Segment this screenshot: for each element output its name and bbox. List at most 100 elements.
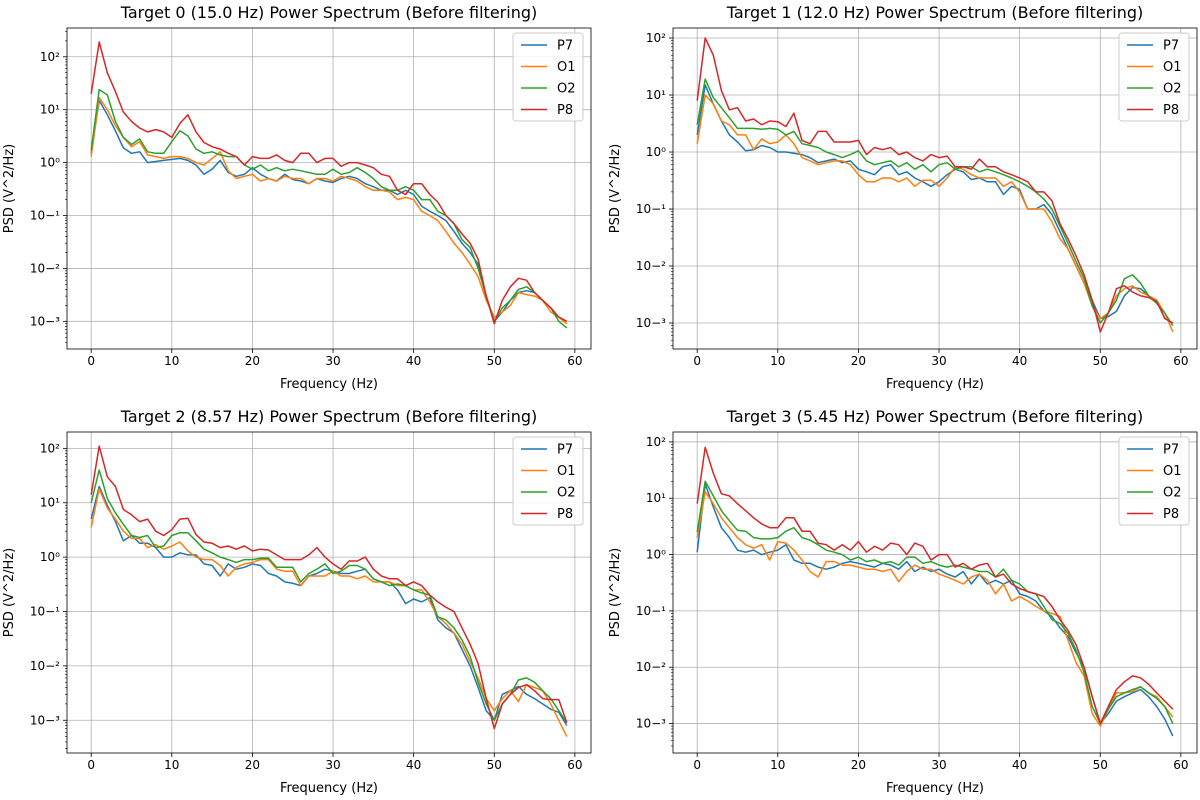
y-tick-label: 10−³ bbox=[636, 717, 666, 731]
x-tick-label: 30 bbox=[325, 758, 340, 772]
series-line-p8 bbox=[696, 446, 1174, 725]
x-tick-label: 50 bbox=[487, 758, 502, 772]
legend: P7 O1 O2 P8 bbox=[1118, 436, 1190, 526]
legend: P7 O1 O2 P8 bbox=[512, 32, 584, 122]
legend-label: O1 bbox=[557, 464, 576, 479]
series-line-p7 bbox=[696, 483, 1174, 737]
legend-label: P8 bbox=[557, 507, 573, 522]
y-tick-label: 10−² bbox=[636, 259, 666, 273]
legend-box bbox=[512, 436, 584, 526]
x-axis-label: Frequency (Hz) bbox=[280, 781, 378, 796]
y-tick-label: 10−³ bbox=[30, 314, 60, 328]
y-axis-label: PSD (V^2/Hz) bbox=[2, 548, 17, 637]
series-line-p8 bbox=[90, 41, 568, 325]
x-tick-label: 0 bbox=[693, 758, 701, 772]
x-tick-label: 60 bbox=[1173, 354, 1188, 368]
chart-title: Target 1 (12.0 Hz) Power Spectrum (Befor… bbox=[726, 3, 1143, 22]
chart-panel-0: 0 10 20 30 40 50 60 10−³ 10−² 10−¹ 10⁰ 10¹ 10² Target… bbox=[2, 3, 592, 392]
y-tick-label: 10−³ bbox=[636, 316, 666, 330]
x-tick-label: 30 bbox=[931, 758, 946, 772]
legend-box bbox=[512, 32, 584, 122]
series-line-p7 bbox=[90, 485, 568, 726]
plot-frame bbox=[672, 27, 1198, 350]
chart-panel-2: 0 10 20 30 40 50 60 10−³ 10−² 10−¹ 10⁰ 10¹ 10² Target… bbox=[2, 407, 592, 796]
y-tick-label: 10−² bbox=[30, 261, 60, 275]
legend-label: P7 bbox=[1163, 443, 1179, 458]
legend: P7 O1 O2 P8 bbox=[1118, 32, 1190, 122]
legend-box bbox=[1118, 436, 1190, 526]
x-tick-label: 20 bbox=[245, 354, 260, 368]
legend-label: P7 bbox=[1163, 39, 1179, 54]
x-tick-label: 20 bbox=[245, 758, 260, 772]
chart-title: Target 3 (5.45 Hz) Power Spectrum (Befor… bbox=[726, 407, 1143, 426]
series-line-o2 bbox=[696, 480, 1174, 725]
y-tick-label: 10² bbox=[646, 31, 666, 45]
legend-label: O1 bbox=[1163, 464, 1182, 479]
x-tick-label: 40 bbox=[1012, 758, 1027, 772]
series-line-p7 bbox=[90, 99, 568, 325]
y-tick-label: 10−² bbox=[30, 659, 60, 673]
x-tick-label: 50 bbox=[1093, 758, 1108, 772]
legend-label: O2 bbox=[1163, 486, 1182, 501]
y-tick-label: 10−¹ bbox=[636, 202, 666, 216]
x-axis-label: Frequency (Hz) bbox=[280, 377, 378, 392]
y-tick-label: 10² bbox=[40, 50, 60, 64]
legend-label: P8 bbox=[1163, 103, 1179, 118]
x-axis-label: Frequency (Hz) bbox=[886, 377, 984, 392]
series-line-p7 bbox=[696, 84, 1174, 324]
y-tick-label: 10⁰ bbox=[40, 156, 60, 170]
y-tick-label: 10−¹ bbox=[30, 209, 60, 223]
series-line-p8 bbox=[696, 37, 1174, 333]
x-tick-label: 50 bbox=[1093, 354, 1108, 368]
legend-label: P7 bbox=[557, 443, 573, 458]
chart-panel-1: 0 10 20 30 40 50 60 10−³ 10−² 10−¹ 10⁰ 10¹ 10² Target… bbox=[608, 3, 1198, 392]
x-tick-label: 60 bbox=[567, 354, 582, 368]
y-tick-label: 10⁰ bbox=[646, 145, 666, 159]
x-tick-label: 30 bbox=[931, 354, 946, 368]
y-tick-label: 10−² bbox=[636, 660, 666, 674]
series-line-o1 bbox=[696, 491, 1174, 727]
plot-frame bbox=[672, 431, 1198, 754]
series-line-o2 bbox=[90, 469, 568, 724]
legend-label: O2 bbox=[557, 486, 576, 501]
y-tick-label: 10⁰ bbox=[646, 548, 666, 562]
y-tick-label: 10¹ bbox=[40, 496, 60, 510]
x-tick-label: 10 bbox=[164, 758, 179, 772]
y-tick-label: 10−¹ bbox=[30, 605, 60, 619]
legend-label: O1 bbox=[1163, 60, 1182, 75]
plot-frame bbox=[66, 431, 592, 754]
y-tick-label: 10⁰ bbox=[40, 550, 60, 564]
x-axis-label: Frequency (Hz) bbox=[886, 781, 984, 796]
x-tick-label: 10 bbox=[770, 354, 785, 368]
legend-label: P8 bbox=[557, 103, 573, 118]
x-tick-label: 10 bbox=[770, 758, 785, 772]
legend-label: P8 bbox=[1163, 507, 1179, 522]
y-axis-label: PSD (V^2/Hz) bbox=[2, 144, 17, 233]
chart-title: Target 0 (15.0 Hz) Power Spectrum (Befor… bbox=[120, 3, 537, 22]
series-line-o1 bbox=[90, 488, 568, 737]
legend-label: O2 bbox=[557, 82, 576, 97]
legend-box bbox=[1118, 32, 1190, 122]
y-tick-label: 10² bbox=[40, 441, 60, 455]
legend-label: P7 bbox=[557, 39, 573, 54]
legend-label: O1 bbox=[557, 60, 576, 75]
series-line-o2 bbox=[696, 78, 1174, 327]
x-tick-label: 40 bbox=[406, 354, 421, 368]
legend: P7 O1 O2 P8 bbox=[512, 436, 584, 526]
x-tick-label: 20 bbox=[851, 354, 866, 368]
y-tick-label: 10² bbox=[646, 435, 666, 449]
chart-panel-3: 0 10 20 30 40 50 60 10−³ 10−² 10−¹ 10⁰ 10¹ 10² Target… bbox=[608, 407, 1198, 796]
y-tick-label: 10−³ bbox=[30, 713, 60, 727]
y-tick-label: 10¹ bbox=[646, 88, 666, 102]
series-line-o2 bbox=[90, 88, 568, 329]
x-tick-label: 10 bbox=[164, 354, 179, 368]
x-tick-label: 60 bbox=[1173, 758, 1188, 772]
x-tick-label: 20 bbox=[851, 758, 866, 772]
chart-title: Target 2 (8.57 Hz) Power Spectrum (Befor… bbox=[120, 407, 537, 426]
plot-frame bbox=[66, 27, 592, 350]
x-tick-label: 40 bbox=[1012, 354, 1027, 368]
series-line-o1 bbox=[696, 94, 1174, 333]
y-axis-label: PSD (V^2/Hz) bbox=[608, 548, 623, 637]
x-tick-label: 0 bbox=[693, 354, 701, 368]
